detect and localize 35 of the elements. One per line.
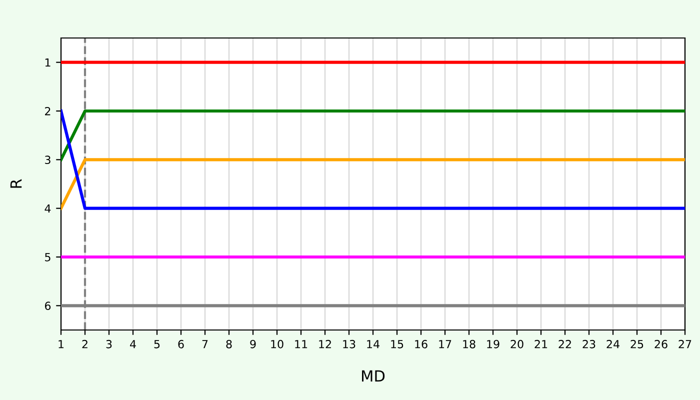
x-tick-label: 27: [678, 340, 692, 348]
x-tick-label: 6: [178, 340, 184, 348]
x-tick-label: 4: [130, 340, 136, 348]
x-tick-label: 8: [226, 340, 232, 348]
x-tick-label: 5: [154, 340, 160, 348]
y-axis-title: R: [10, 179, 22, 188]
x-tick-label: 22: [558, 340, 571, 348]
x-tick-label: 9: [250, 340, 256, 348]
x-tick-label: 26: [654, 340, 668, 348]
x-tick-label: 1: [58, 340, 64, 348]
y-tick-label: 4: [44, 204, 51, 213]
x-tick-label: 10: [271, 340, 284, 348]
x-tick-label: 23: [582, 340, 596, 348]
x-tick-label: 21: [534, 340, 548, 348]
x-axis-title: MD: [362, 370, 385, 382]
x-tick-label: 15: [391, 340, 404, 348]
x-tick-label: 3: [106, 340, 112, 348]
x-tick-label: 11: [295, 340, 308, 348]
x-tick-label: 7: [202, 340, 208, 348]
y-tick-label: 3: [45, 156, 50, 164]
x-tick-label: 13: [343, 340, 356, 348]
x-tick-label: 17: [439, 340, 452, 348]
x-tick-label: 25: [630, 340, 644, 348]
x-tick-label: 2: [82, 340, 88, 348]
y-tick-label: 5: [45, 253, 50, 262]
y-tick-label: 2: [45, 106, 50, 116]
x-tick-label: 14: [367, 340, 380, 348]
x-tick-label: 24: [606, 340, 620, 348]
x-tick-label: 19: [487, 340, 500, 348]
y-tick-label: 1: [45, 58, 50, 67]
x-tick-label: 18: [463, 340, 476, 348]
x-tick-label: 20: [510, 340, 524, 348]
y-tick-label: 6: [44, 302, 51, 310]
x-tick-label: 16: [415, 340, 428, 348]
x-tick-label: 12: [319, 340, 331, 348]
